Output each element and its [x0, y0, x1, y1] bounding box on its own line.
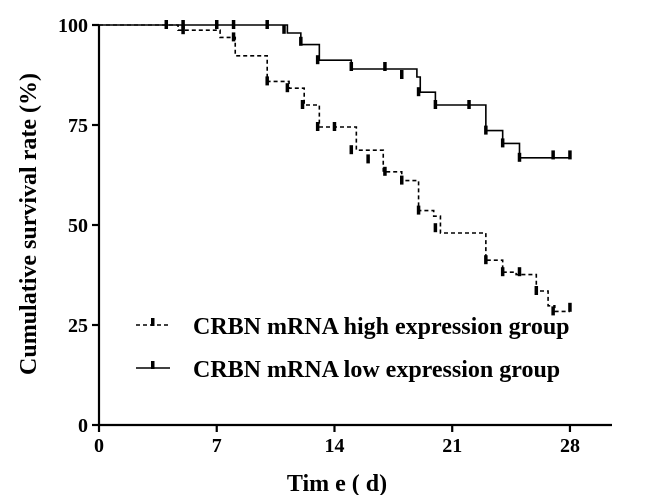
censor-mark-high [568, 302, 572, 312]
censor-mark-high [551, 306, 555, 316]
censor-mark-high [265, 76, 269, 86]
censor-mark-high [300, 100, 305, 109]
legend-label-high: CRBN mRNA high expression group [193, 314, 570, 340]
y-tick-label: 0 [78, 415, 88, 437]
censor-mark-high [366, 154, 370, 164]
censor-mark-low [416, 87, 421, 97]
legend-entry-low: CRBN mRNA low expression group [136, 357, 560, 383]
censor-mark-low [400, 70, 404, 79]
censor-mark-low [315, 55, 320, 65]
y-tick-label: 25 [68, 315, 88, 337]
x-tick-label: 14 [324, 435, 344, 457]
censor-mark-low [299, 36, 303, 46]
censor-mark-high [534, 286, 539, 295]
censor-mark-high [332, 122, 337, 131]
censor-mark-high [433, 223, 438, 233]
censor-mark-low [500, 138, 505, 148]
censor-mark-low [383, 62, 387, 71]
x-tick-label: 7 [212, 435, 222, 457]
censor-mark-high [517, 267, 522, 277]
series-line-high [99, 24, 570, 313]
legend-entry-high: CRBN mRNA high expression group [136, 314, 570, 340]
censor-mark-low [484, 125, 488, 135]
censor-mark-high [500, 267, 505, 277]
y-tick-label: 75 [68, 115, 88, 137]
y-axis-title: Cumulative survival rate (%) [16, 73, 42, 375]
censor-mark-low [181, 20, 185, 29]
censor-mark-high [315, 122, 320, 131]
censor-mark-low [164, 20, 169, 29]
censor-mark-low [214, 20, 219, 29]
censor-mark-high [349, 145, 354, 155]
censor-mark-low [517, 152, 522, 162]
censor-mark-high [484, 255, 488, 265]
x-axis-title: Tim e ( d) [287, 471, 387, 495]
legend-censor-high [151, 318, 155, 326]
censor-mark-high [416, 205, 421, 215]
series-line-low [99, 24, 570, 159]
tick-marks [92, 23, 572, 432]
legend-censor-low [151, 361, 155, 369]
censor-mark-low [231, 20, 236, 29]
censor-mark-low [282, 24, 286, 34]
legend: CRBN mRNA high expression group CRBN mRN… [136, 314, 570, 383]
censor-marks [164, 20, 572, 316]
legend-label-low: CRBN mRNA low expression group [193, 357, 560, 383]
x-tick-label: 28 [560, 435, 580, 457]
censor-mark-low [551, 150, 555, 160]
censor-mark-high [181, 25, 185, 35]
tick-labels: 0 7 14 21 28 0 25 50 75 100 [58, 15, 580, 457]
censor-mark-low [349, 62, 354, 71]
censor-mark-high [285, 83, 290, 93]
series-lines [99, 24, 570, 313]
censor-mark-low [467, 100, 471, 109]
censor-mark-low [568, 150, 572, 160]
censor-mark-low [433, 100, 438, 109]
y-tick-label: 100 [58, 15, 88, 37]
y-tick-label: 50 [68, 215, 88, 237]
censor-mark-low [265, 20, 269, 29]
censor-mark-high [231, 32, 236, 42]
censor-mark-high [383, 166, 387, 176]
censor-mark-high [400, 175, 404, 185]
x-tick-label: 0 [94, 435, 104, 457]
x-tick-label: 21 [442, 435, 462, 457]
